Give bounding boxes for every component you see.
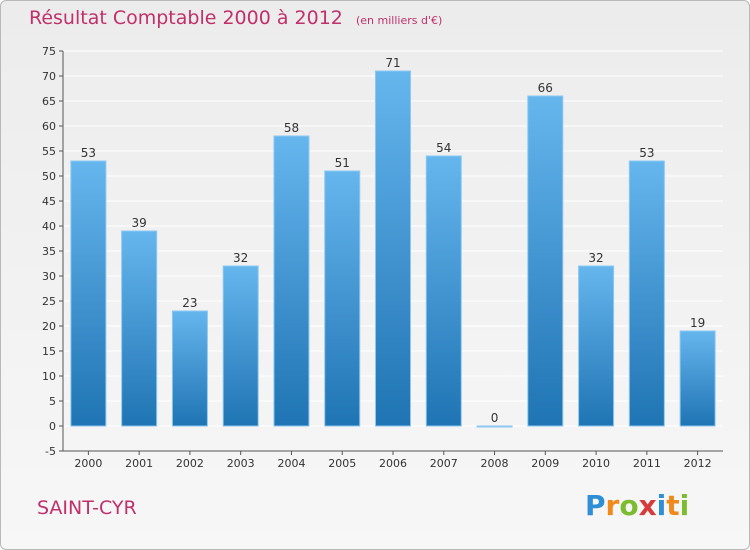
bar-2008[interactable] (476, 425, 513, 428)
y-tick-label: 35 (42, 245, 56, 258)
y-tick-label: -5 (45, 445, 56, 458)
x-tick-label-2002: 2002 (176, 457, 204, 470)
y-tick-label: 55 (42, 145, 56, 158)
bar-2007[interactable] (425, 155, 462, 427)
logo-letter: P (585, 489, 606, 522)
value-label-2007: 54 (436, 141, 451, 155)
bar-2002[interactable] (171, 310, 208, 427)
bar-2006[interactable] (375, 70, 411, 427)
x-tick-label-2007: 2007 (430, 457, 458, 470)
y-tick-label: 30 (42, 270, 56, 283)
bar-2012[interactable] (679, 330, 716, 427)
y-tick-label: 75 (42, 45, 56, 58)
value-label-2002: 23 (182, 296, 197, 310)
y-tick-label: 5 (49, 395, 56, 408)
bar-2005[interactable] (324, 170, 361, 427)
bar-2009[interactable] (527, 95, 564, 427)
x-tick-label-2006: 2006 (379, 457, 407, 470)
y-tick-label: 25 (42, 295, 56, 308)
value-label-2005: 51 (335, 156, 350, 170)
x-tick-label-2009: 2009 (531, 457, 559, 470)
value-label-2003: 32 (233, 251, 248, 265)
y-tick-label: 60 (42, 120, 56, 133)
y-tick-label: 15 (42, 345, 56, 358)
commune-name: SAINT-CYR (37, 497, 137, 519)
y-tick-label: 70 (42, 70, 56, 83)
y-tick-label: 45 (42, 195, 56, 208)
value-label-2009: 66 (538, 81, 553, 95)
y-tick-label: 20 (42, 320, 56, 333)
value-label-2004: 58 (284, 121, 299, 135)
title-row: Résultat Comptable 2000 à 2012 (en milli… (29, 7, 442, 29)
value-label-2012: 19 (690, 316, 705, 330)
x-axis: 2000 2001 2002 2003 2004 2005 2006 2007 2008 2009… (74, 451, 712, 470)
logo-letter: x (638, 489, 657, 522)
y-tick-label: 65 (42, 95, 56, 108)
value-label-2000: 53 (81, 146, 96, 160)
x-tick-label-2005: 2005 (328, 457, 356, 470)
bars: 53 39 23 32 58 51 71 54 0 66 32 53 19 (70, 56, 716, 428)
bar-2011[interactable] (628, 160, 665, 427)
bar-2000[interactable] (70, 160, 107, 427)
value-label-2006: 71 (385, 56, 400, 70)
logo-letter: i (679, 489, 690, 522)
bar-2010[interactable] (578, 265, 615, 427)
y-tick-label: 50 (42, 170, 56, 183)
proxiti-logo[interactable]: Proxiti (585, 489, 689, 522)
chart-title: Résultat Comptable 2000 à 2012 (29, 7, 343, 29)
value-label-2001: 39 (132, 216, 147, 230)
x-tick-label-2001: 2001 (125, 457, 153, 470)
logo-letter: i (656, 489, 667, 522)
x-tick-label-2012: 2012 (684, 457, 712, 470)
y-tick-label: 40 (42, 220, 56, 233)
x-tick-label-2004: 2004 (277, 457, 305, 470)
chart-unit: (en milliers d'€) (355, 14, 443, 27)
x-tick-label-2003: 2003 (227, 457, 255, 470)
y-tick-label: 0 (49, 420, 56, 433)
value-label-2008: 0 (491, 411, 499, 425)
value-label-2011: 53 (639, 146, 654, 160)
x-tick-label-2010: 2010 (582, 457, 610, 470)
bar-2001[interactable] (121, 230, 158, 427)
logo-letter: t (666, 489, 680, 522)
bar-2003[interactable] (222, 265, 259, 427)
logo-letter: r (605, 489, 620, 522)
x-tick-label-2008: 2008 (481, 457, 509, 470)
logo-letter: o (619, 489, 639, 522)
bar-2004[interactable] (273, 135, 310, 427)
x-tick-label-2011: 2011 (633, 457, 661, 470)
x-tick-label-2000: 2000 (74, 457, 102, 470)
value-label-2010: 32 (588, 251, 603, 265)
y-tick-label: 10 (42, 370, 56, 383)
